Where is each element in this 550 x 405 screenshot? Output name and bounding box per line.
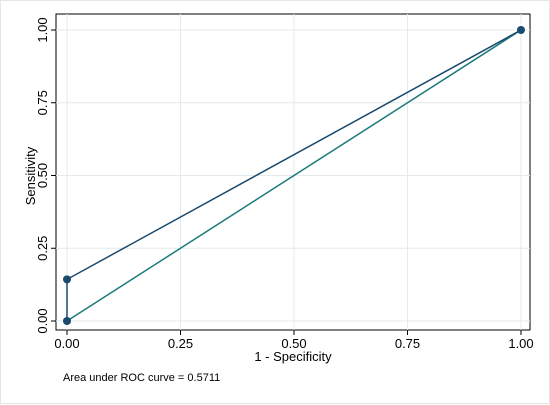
roc-curve-point <box>517 26 525 34</box>
y-axis: 0.00 0.25 0.50 0.75 1.00 <box>35 17 56 334</box>
x-axis-title: 1 - Specificity <box>254 349 332 364</box>
y-tick-label: 0.25 <box>35 236 50 261</box>
y-tick-label: 0.00 <box>35 308 50 333</box>
y-axis-title: Sensitivity <box>23 146 38 205</box>
x-tick-label: 0.25 <box>168 336 193 351</box>
x-tick-label: 0.00 <box>54 336 79 351</box>
y-tick-label: 0.75 <box>35 90 50 115</box>
roc-curve-point <box>63 317 71 325</box>
roc-curve-point <box>63 275 71 284</box>
y-tick-label: 1.00 <box>35 17 50 42</box>
x-tick-label: 1.00 <box>508 336 533 351</box>
series-layer <box>63 26 525 325</box>
x-tick-label: 0.50 <box>281 336 306 351</box>
reference-line-line <box>66 29 522 322</box>
y-tick-label: 0.50 <box>35 163 50 188</box>
auc-note: Area under ROC curve = 0.5711 <box>63 372 220 384</box>
x-axis: 0.00 0.25 0.50 0.75 1.00 <box>54 330 534 351</box>
x-tick-label: 0.75 <box>395 336 420 351</box>
